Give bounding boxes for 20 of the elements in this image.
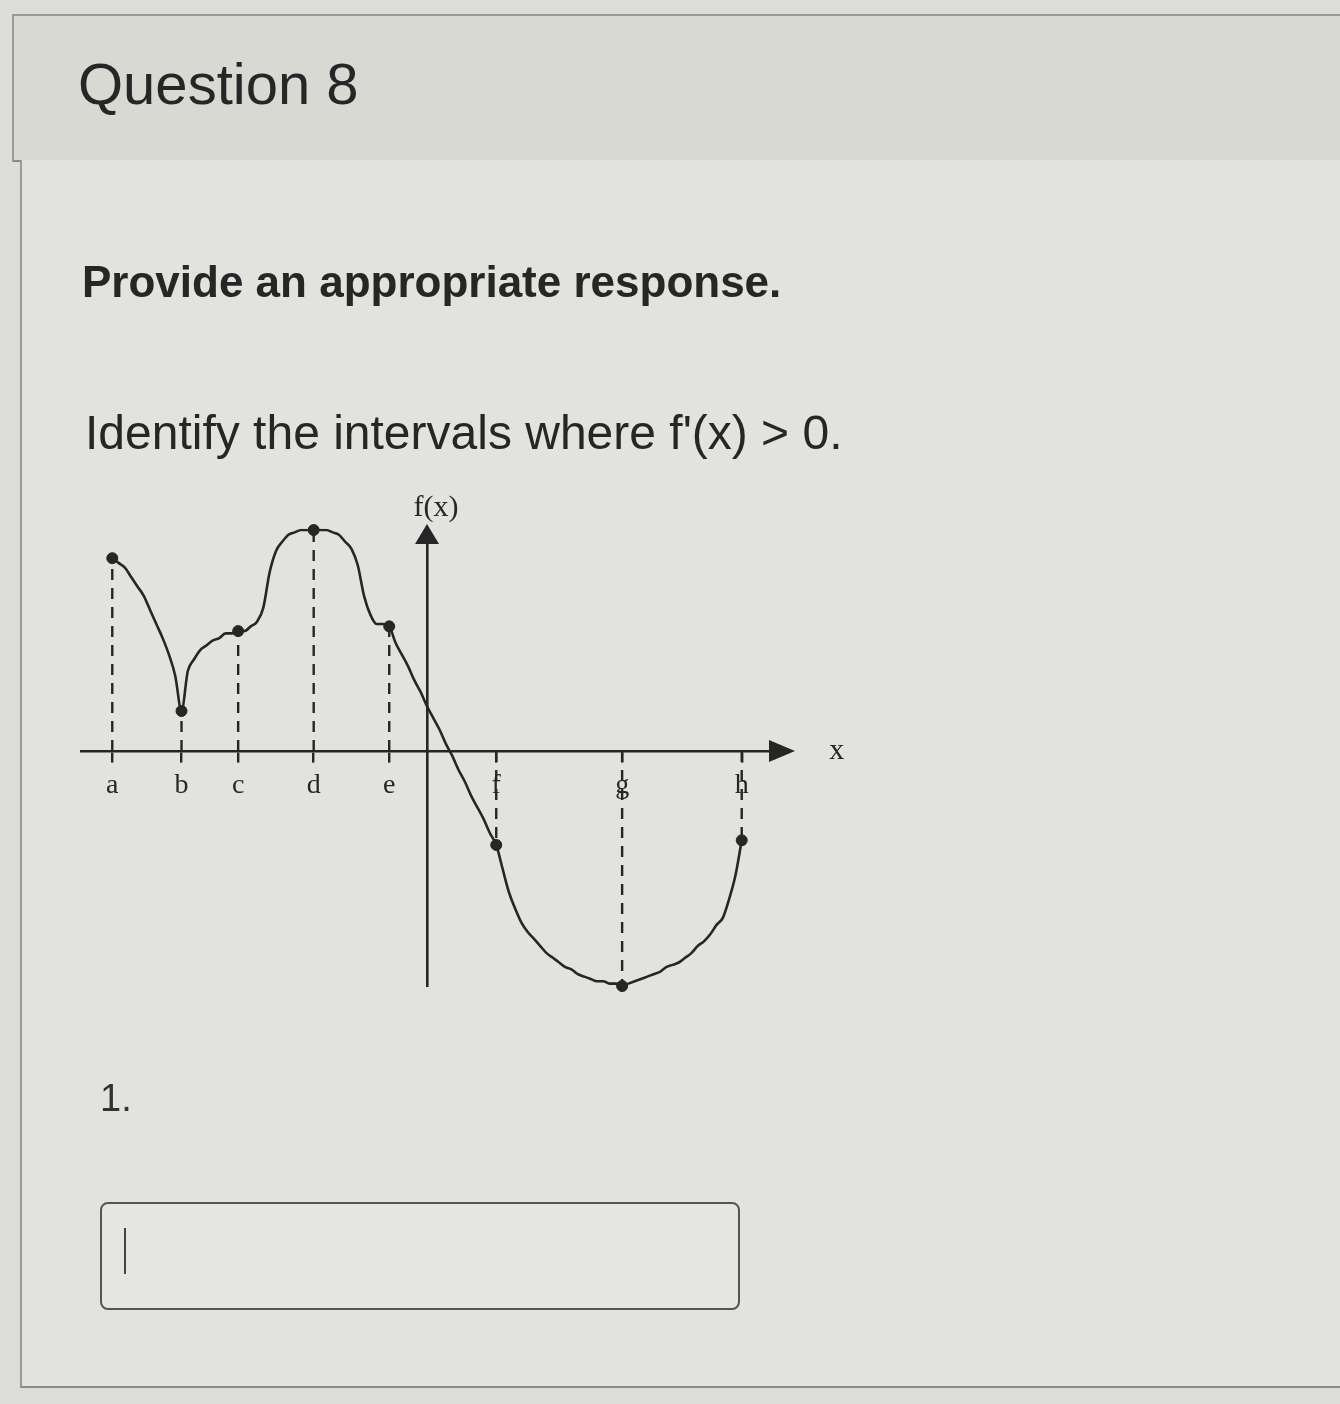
point (383, 620, 396, 633)
point (616, 980, 629, 992)
x-tick-label: e (383, 768, 396, 800)
y-axis-title: f(x) (413, 489, 459, 523)
x-tick-label: b (174, 768, 189, 800)
text: Identify the intervals where f'(x) > 0. (85, 405, 843, 461)
point (106, 552, 119, 565)
text: 1. (100, 1076, 132, 1121)
point (232, 625, 245, 638)
x-axis-title: x (829, 731, 845, 765)
x-tick-label: c (231, 768, 245, 800)
point (490, 838, 503, 851)
point (175, 704, 188, 717)
chart-subtitle: Provide an appropriate response. (82, 256, 782, 308)
chart-title: Question 8 (78, 51, 359, 116)
x-tick-label: h (734, 768, 749, 800)
point (735, 834, 748, 847)
x-tick-label: d (306, 768, 321, 800)
point (307, 524, 320, 536)
x-tick-label: a (106, 768, 120, 800)
